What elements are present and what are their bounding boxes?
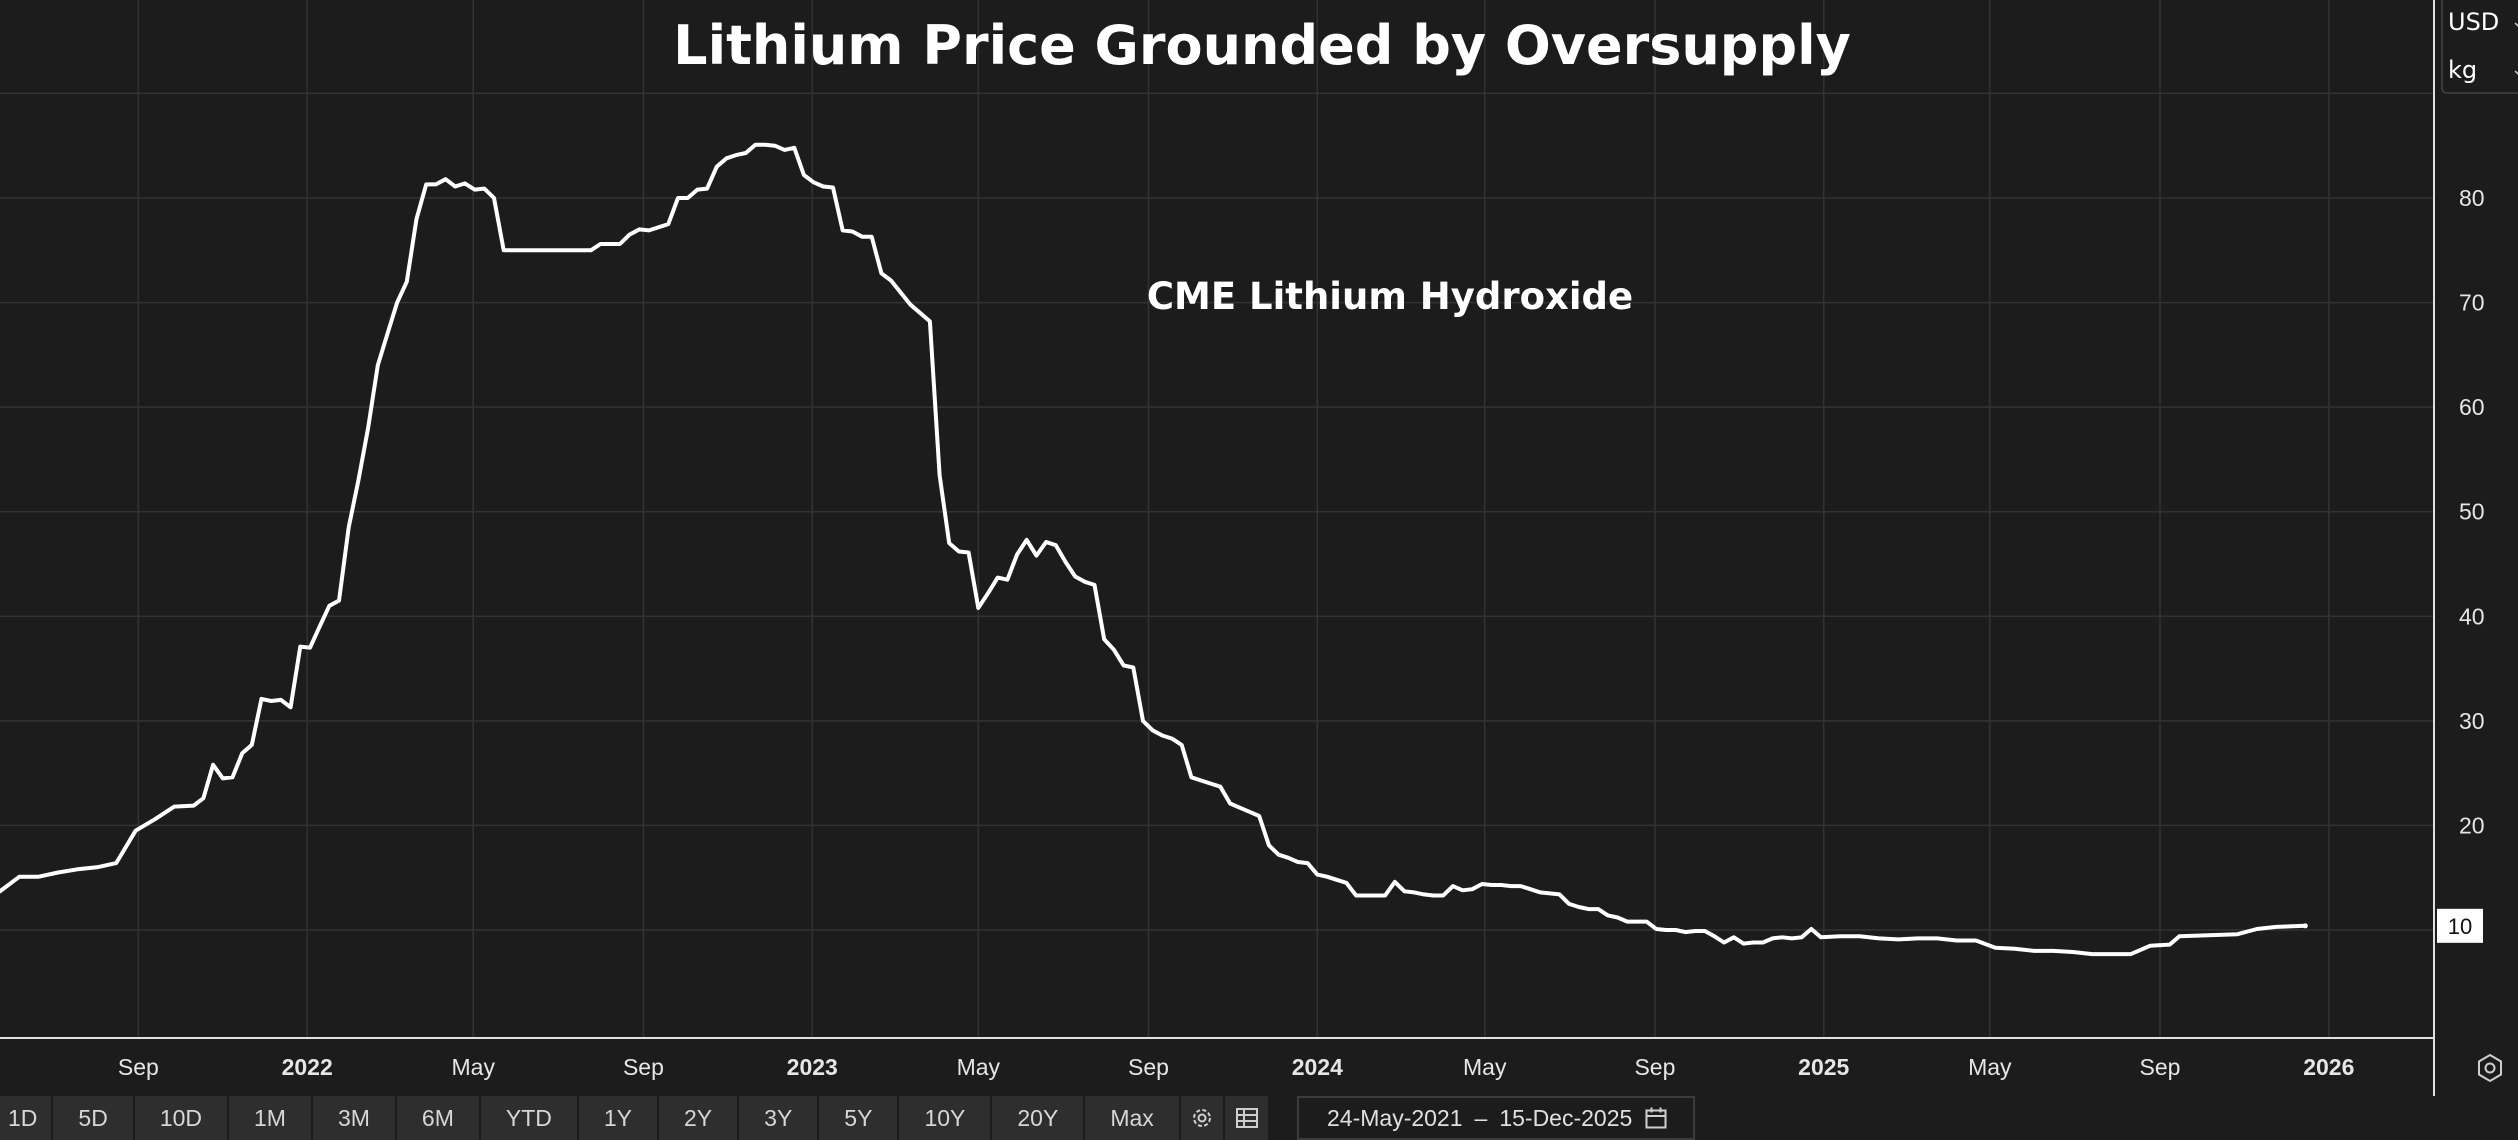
currency-dropdown[interactable]: USD ⌄: [2446, 2, 2518, 42]
range-button-5y[interactable]: 5Y: [819, 1096, 898, 1140]
y-tick-label: 70: [2459, 290, 2485, 316]
x-tick-label: 2024: [1292, 1054, 1343, 1080]
x-tick-label: May: [957, 1054, 1001, 1080]
calendar-icon: [1645, 1107, 1667, 1129]
y-tick-label: 80: [2459, 185, 2485, 211]
range-button-2y[interactable]: 2Y: [659, 1096, 738, 1140]
date-range-start: 24-May-2021: [1327, 1104, 1463, 1131]
x-tick-label: 2025: [1798, 1054, 1849, 1080]
series-annotation: CME Lithium Hydroxide: [1147, 275, 1633, 318]
y-tick-label: 40: [2459, 603, 2485, 629]
range-button-20y[interactable]: 20Y: [992, 1096, 1084, 1140]
range-button-3y[interactable]: 3Y: [739, 1096, 818, 1140]
y-tick-label: 20: [2459, 812, 2485, 838]
x-tick-label: Sep: [1128, 1054, 1169, 1080]
x-tick-label: 2026: [2303, 1054, 2354, 1080]
chevron-down-icon: ⌄: [2511, 2, 2518, 42]
weight-unit-dropdown[interactable]: kg ⌄: [2446, 50, 2518, 90]
x-tick-label: May: [1463, 1054, 1507, 1080]
table-icon: [1235, 1108, 1258, 1128]
x-tick-label: May: [1968, 1054, 2012, 1080]
range-button-3m[interactable]: 3M: [312, 1096, 395, 1140]
date-range-end: 15-Dec-2025: [1499, 1104, 1633, 1131]
date-range-separator: –: [1474, 1104, 1488, 1131]
x-tick-label: Sep: [2140, 1054, 2181, 1080]
last-value-badge: [2437, 908, 2483, 943]
axis-settings-button[interactable]: [2470, 1048, 2510, 1088]
gear-icon: [1193, 1109, 1212, 1127]
range-button-1d[interactable]: 1D: [0, 1096, 52, 1140]
x-tick-label: Sep: [1634, 1054, 1675, 1080]
last-value-label: 10: [2448, 914, 2472, 939]
chart-title: Lithium Price Grounded by Oversupply: [673, 14, 1851, 77]
range-selector: 1D 5D 10D 1M 3M 6M YTD 1Y 2Y 3Y 5Y 10Y 2…: [0, 1096, 1270, 1140]
settings-icon: [2478, 1053, 2502, 1083]
range-button-max[interactable]: Max: [1085, 1096, 1179, 1140]
x-tick-label: 2022: [282, 1054, 333, 1080]
x-tick-label: 2023: [787, 1054, 838, 1080]
range-button-5d[interactable]: 5D: [53, 1096, 133, 1140]
last-point-marker: [2302, 923, 2308, 929]
unit-selector-panel: [2441, 0, 2518, 94]
weight-unit-label: kg: [2448, 56, 2478, 84]
chart-settings-button[interactable]: [1180, 1096, 1224, 1140]
range-button-1m[interactable]: 1M: [229, 1096, 311, 1140]
range-button-6m[interactable]: 6M: [396, 1096, 479, 1140]
x-tick-label: May: [452, 1054, 496, 1080]
x-tick-label: Sep: [623, 1054, 664, 1080]
range-button-1y[interactable]: 1Y: [578, 1096, 658, 1140]
currency-label: USD: [2448, 8, 2500, 36]
range-button-10d[interactable]: 10D: [134, 1096, 228, 1140]
chevron-down-icon: ⌄: [2511, 50, 2518, 90]
table-view-button[interactable]: [1225, 1096, 1268, 1140]
range-button-10y[interactable]: 10Y: [899, 1096, 991, 1140]
y-tick-label: 30: [2459, 708, 2485, 734]
range-button-ytd[interactable]: YTD: [480, 1096, 577, 1140]
date-range-picker[interactable]: 24-May-2021 – 15-Dec-2025: [1297, 1096, 1695, 1140]
y-tick-label: 50: [2459, 499, 2485, 525]
y-tick-label: 60: [2459, 394, 2485, 420]
x-tick-label: Sep: [118, 1054, 159, 1080]
series-line-cme-lithium-hydroxide: [0, 142, 2308, 957]
